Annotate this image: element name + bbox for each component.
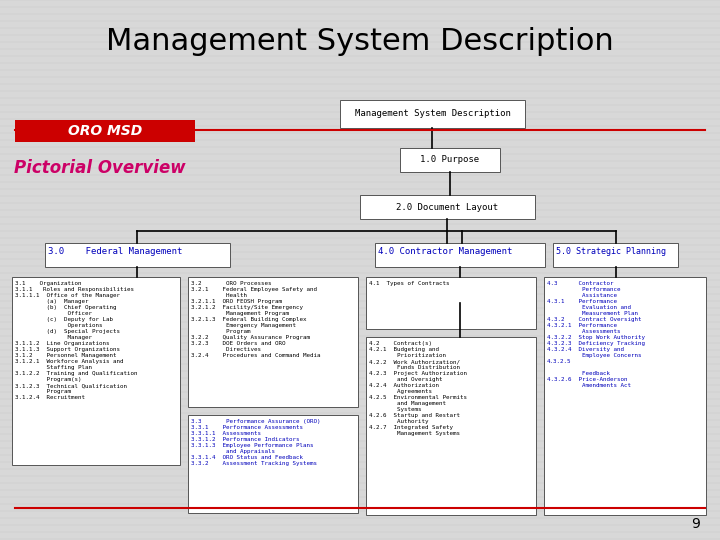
Text: 1.0 Purpose: 1.0 Purpose xyxy=(420,156,480,165)
Bar xyxy=(366,277,536,329)
Text: Management System Description: Management System Description xyxy=(106,28,614,57)
Bar xyxy=(15,120,195,142)
Bar xyxy=(366,337,536,515)
Text: 4.0 Contractor Management: 4.0 Contractor Management xyxy=(378,247,513,256)
Text: 4.3      Contractor
          Performance
          Assistance
4.3.1    Performa: 4.3 Contractor Performance Assistance 4.… xyxy=(547,281,645,388)
Text: 9: 9 xyxy=(691,517,700,531)
Text: 3.3       Performance Assurance (ORO)
3.3.1    Performance Assessments
3.3.1.1  : 3.3 Performance Assurance (ORO) 3.3.1 Pe… xyxy=(191,419,320,466)
Bar xyxy=(375,243,545,267)
Text: 4.1  Types of Contracts: 4.1 Types of Contracts xyxy=(369,281,449,286)
Text: Pictorial Overview: Pictorial Overview xyxy=(14,159,186,177)
Bar xyxy=(340,100,525,128)
Text: 4.2    Contract(s)
4.2.1  Budgeting and
        Prioritization
4.2.2  Work Autho: 4.2 Contract(s) 4.2.1 Budgeting and Prio… xyxy=(369,341,467,436)
Bar xyxy=(188,277,358,407)
Text: 3.2       ORO Processes
3.2.1    Federal Employee Safety and
          Health
3.: 3.2 ORO Processes 3.2.1 Federal Employee… xyxy=(191,281,320,358)
Text: 3.1    Organization
3.1.1   Roles and Responsibilities
3.1.1.1  Office of the Ma: 3.1 Organization 3.1.1 Roles and Respons… xyxy=(15,281,138,400)
Bar xyxy=(544,277,706,515)
Text: ORO MSD: ORO MSD xyxy=(68,124,142,138)
Bar xyxy=(360,195,535,219)
Text: 2.0 Document Layout: 2.0 Document Layout xyxy=(397,202,498,212)
Text: 3.0    Federal Management: 3.0 Federal Management xyxy=(48,247,182,256)
Bar xyxy=(553,243,678,267)
Bar xyxy=(400,148,500,172)
Bar xyxy=(45,243,230,267)
Bar xyxy=(12,277,180,465)
Text: 5.0 Strategic Planning: 5.0 Strategic Planning xyxy=(556,247,666,256)
Bar xyxy=(188,415,358,513)
Text: Management System Description: Management System Description xyxy=(354,110,510,118)
